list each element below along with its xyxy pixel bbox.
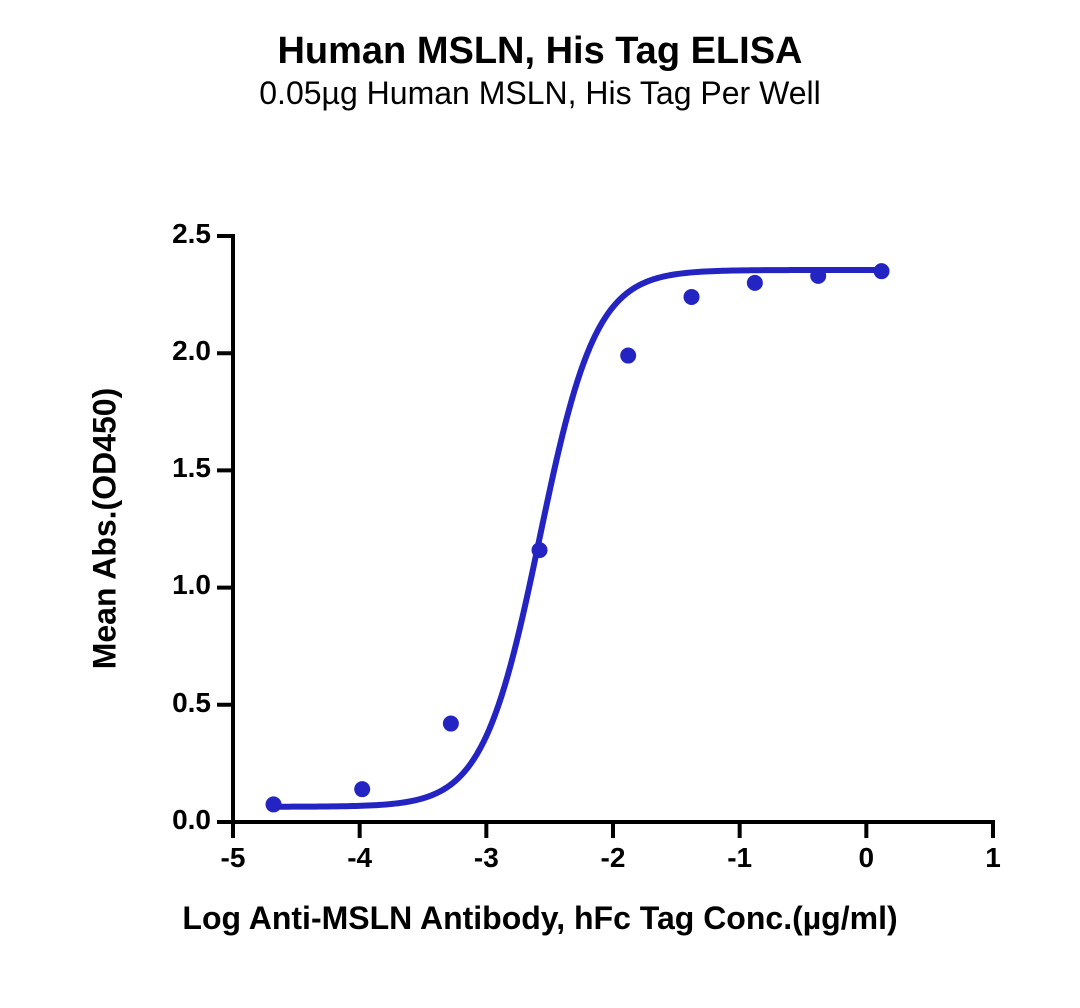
x-tick-label: -4 (320, 842, 400, 874)
data-point (684, 289, 700, 305)
fit-curve (274, 270, 882, 807)
x-tick-label: -5 (193, 842, 273, 874)
data-point (874, 263, 890, 279)
x-axis-label: Log Anti-MSLN Antibody, hFc Tag Conc.(µg… (0, 900, 1080, 937)
data-point (532, 542, 548, 558)
y-axis-label: Mean Abs.(OD450) (87, 228, 124, 828)
data-point (354, 781, 370, 797)
x-tick-label: 1 (953, 842, 1033, 874)
data-point (747, 275, 763, 291)
x-tick-label: -2 (573, 842, 653, 874)
y-tick-label: 1.0 (172, 569, 211, 601)
data-point (620, 348, 636, 364)
data-point (266, 796, 282, 812)
data-point (810, 268, 826, 284)
x-tick-label: -1 (700, 842, 780, 874)
chart-container: Human MSLN, His Tag ELISA 0.05µg Human M… (0, 0, 1080, 1008)
x-tick-label: -3 (446, 842, 526, 874)
y-tick-label: 0.0 (172, 804, 211, 836)
y-tick-label: 1.5 (172, 452, 211, 484)
chart-svg (0, 0, 1080, 1008)
y-tick-label: 2.5 (172, 218, 211, 250)
data-point (443, 716, 459, 732)
x-tick-label: 0 (826, 842, 906, 874)
y-tick-label: 0.5 (172, 687, 211, 719)
y-tick-label: 2.0 (172, 335, 211, 367)
